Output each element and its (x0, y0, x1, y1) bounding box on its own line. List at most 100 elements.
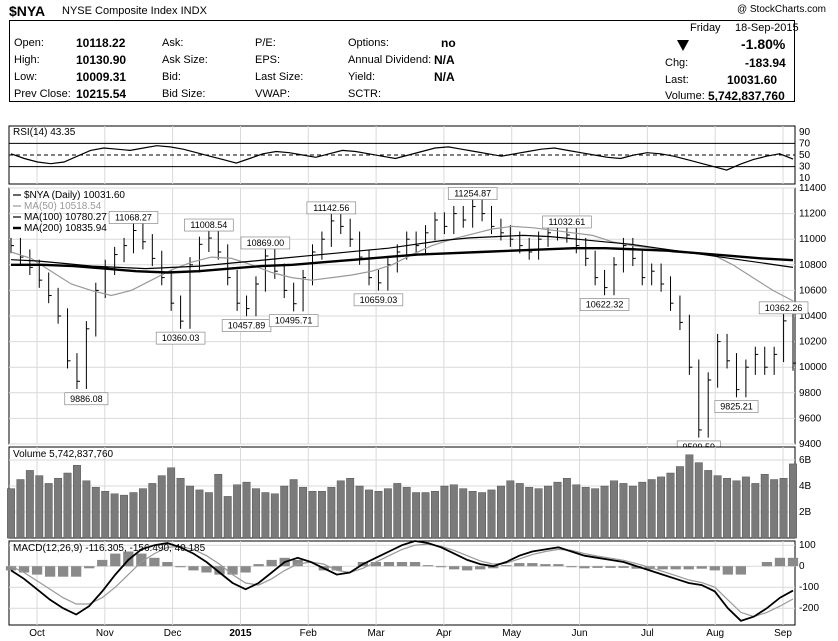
low-value: 10009.31 (76, 70, 127, 84)
volume-bar (628, 485, 637, 539)
options-label: Options: (348, 37, 389, 49)
macd-histogram-bar (409, 562, 421, 567)
macd-tick-label: 100 (799, 540, 816, 551)
x-tick-label: May (502, 628, 521, 639)
volume-bar (760, 474, 769, 539)
legend-entry: MA(50) 10518.54 (24, 201, 102, 212)
price-annotation: 10495.71 (275, 316, 313, 326)
volume-bar (581, 487, 590, 539)
pe-label: P/E: (255, 37, 276, 49)
volume-bar (515, 483, 524, 539)
volume-bar (619, 483, 628, 539)
macd-histogram-bar (696, 566, 707, 569)
macd-histogram-bar (501, 565, 512, 567)
yield-label: Yield: (348, 71, 376, 83)
symbol-label[interactable]: $NYA (9, 3, 46, 19)
macd-histogram-bar (136, 553, 147, 567)
volume-bar (195, 489, 204, 539)
last-value: 10031.60 (727, 73, 778, 87)
volume-bar (308, 491, 317, 539)
volume-label: Volume: (665, 90, 705, 102)
macd-histogram-bar (162, 562, 173, 567)
volume-bar (478, 492, 487, 539)
price-tick-label: 9600 (799, 413, 822, 424)
options-value: no (441, 36, 456, 50)
volume-bar (167, 467, 176, 539)
volume-bar (544, 485, 552, 539)
low-label: Low: (14, 71, 38, 83)
volume-bar (487, 489, 496, 539)
volume-bar (666, 472, 675, 539)
day-label: Friday (690, 22, 721, 34)
volume-bar (402, 487, 411, 539)
macd-histogram-bar (149, 557, 160, 567)
macd-histogram-bar (383, 562, 395, 567)
macd-histogram-bar (266, 559, 277, 567)
price-tick-label: 11000 (799, 234, 827, 245)
volume-bar (270, 493, 279, 539)
volume-bar (148, 483, 157, 539)
macd-histogram-bar (540, 564, 551, 567)
annotation-box (155, 331, 206, 345)
macd-histogram-bar (84, 566, 95, 569)
x-tick-label: Apr (436, 628, 452, 639)
vwap-label: VWAP: (255, 88, 291, 100)
legend-entry: MA(100) 10780.27 (24, 212, 107, 223)
volume-bar (610, 480, 618, 539)
ask-label: Ask: (162, 37, 184, 49)
quote-panel: Open: 10118.22 High: 10130.90 Low: 10009… (9, 20, 799, 103)
volume-bar (525, 487, 534, 539)
macd-histogram-bar (462, 566, 473, 571)
eps-label: EPS: (255, 54, 281, 66)
volume-bar (657, 476, 666, 539)
volume-bar (562, 478, 571, 539)
annotation-box (542, 215, 592, 229)
macd-histogram-bar (422, 565, 434, 567)
volume-bar (91, 487, 100, 539)
volume-bar (101, 491, 110, 539)
date-label: 18-Sep-2015 (735, 22, 799, 34)
macd-histogram-bar (566, 566, 577, 568)
volume-bar (176, 478, 185, 539)
volume-bar (54, 478, 63, 539)
rsi-line (10, 145, 794, 171)
macd-histogram-bar (722, 566, 733, 575)
volume-bar (365, 489, 373, 539)
x-tick-label: 2015 (229, 628, 252, 639)
x-tick-label: Dec (164, 628, 182, 639)
price-annotation: 11008.54 (190, 220, 227, 230)
volume-bar (63, 472, 72, 539)
volume-bar (779, 478, 788, 539)
x-tick-label: Nov (96, 628, 114, 639)
prev-close-label: Prev Close: (14, 88, 71, 100)
annotation-box (579, 298, 630, 311)
rsi-tick-label: 30 (799, 162, 811, 173)
macd-histogram-bar (175, 566, 186, 568)
bid-size-label: Bid Size: (162, 88, 206, 100)
macd-tick-label: 0 (799, 561, 805, 572)
price-annotation: 11142.56 (313, 203, 349, 213)
volume-value: 5,742,837,760 (708, 89, 785, 103)
volume-bar (647, 479, 656, 539)
price-tick-label: 10600 (799, 285, 827, 296)
volume-tick-label: 2B (799, 507, 812, 518)
annotation-box (306, 201, 357, 215)
volume-bar (506, 480, 515, 539)
macd-histogram-bar (631, 566, 642, 569)
volume-bar (638, 481, 647, 539)
volume-bar (789, 463, 797, 539)
macd-histogram-bar (435, 566, 447, 568)
macd-histogram-bar (553, 564, 564, 567)
macd-histogram-bar (227, 566, 238, 575)
price-tick-label: 10400 (799, 311, 827, 322)
macd-histogram-bar (527, 563, 538, 567)
price-annotation: 10622.32 (586, 300, 624, 310)
x-tick-label: Aug (706, 628, 724, 639)
macd-histogram-bar (618, 566, 629, 568)
prev-close-value: 10215.54 (76, 87, 127, 101)
price-annotation: 9825.21 (720, 402, 753, 412)
annotation-box (240, 236, 291, 250)
volume-bar (242, 481, 251, 539)
x-tick-label: Sep (774, 628, 792, 639)
volume-bar (440, 485, 449, 539)
